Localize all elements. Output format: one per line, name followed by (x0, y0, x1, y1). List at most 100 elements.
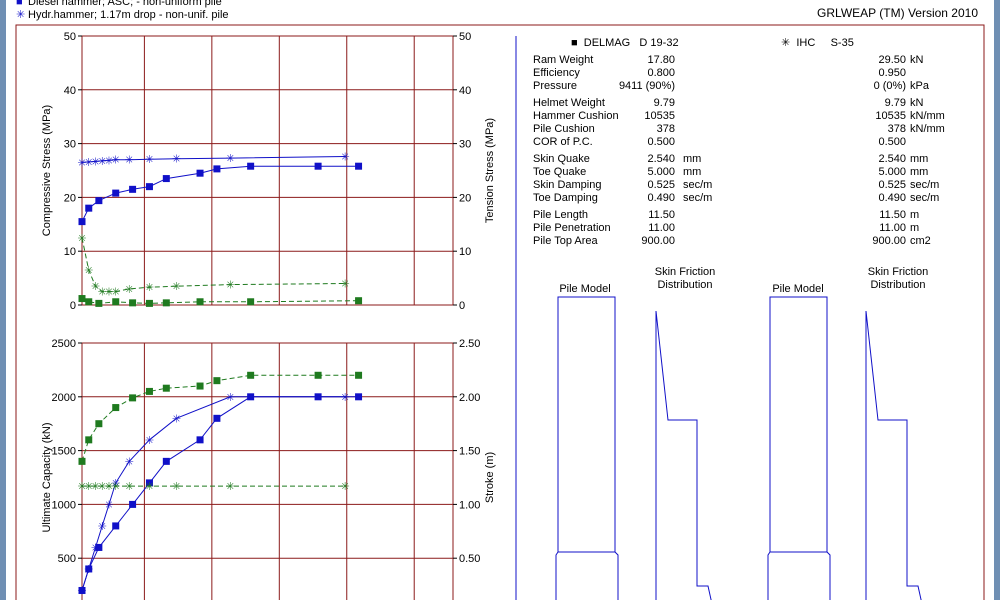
hammer-2-model: IHC (796, 37, 816, 49)
plot-frame (81, 35, 454, 306)
hammer-2-name: S-35 (830, 37, 854, 49)
capacity-series-3-point: ✳ (77, 481, 86, 493)
param-valunit-e-2: 10535 (875, 110, 906, 122)
legend-text-diesel: Diesel hammer; ASC; - non-uniform pile (28, 0, 222, 8)
param-unit-1: mm (683, 166, 702, 178)
param-row: Skin Quake 2.540 mm 2.540 mm (533, 153, 933, 166)
stress-series-3-point: ✳ (172, 281, 181, 293)
capacity-series-1-point: ✳ (125, 456, 134, 468)
y-tick-label: 20 (64, 192, 76, 204)
capacity-series-0-point (162, 457, 170, 465)
plot-frame (81, 342, 454, 600)
param-row: Ram Weight 17.80 29.50 kN (533, 54, 933, 67)
report-frame (15, 24, 985, 600)
param-valunit-e-1: 0.525 (647, 179, 675, 191)
param-unit-1: sec/m (683, 192, 713, 204)
capacity-series-1-line (81, 396, 346, 591)
window-right-border (994, 0, 1000, 600)
param-label: Pile Cushion (533, 123, 595, 135)
capacity-series-2-point (85, 436, 93, 444)
capacity-series-0-point (129, 500, 137, 508)
capacity-series-2-point (145, 387, 153, 395)
y-tick-label: 30 (64, 139, 76, 151)
y-tick-label: 40 (64, 85, 76, 97)
stress-series-2-point (129, 299, 137, 307)
y2-tick-label: 0 (459, 300, 465, 312)
param-valunit-e-1: 900.00 (641, 235, 675, 247)
param-label: Toe Damping (533, 192, 598, 204)
hammer-header-1: ■ DELMAG D 19-32 (571, 36, 679, 50)
stress-series-1-point: ✳ (104, 155, 113, 167)
y-tick-label: 50 (64, 31, 76, 43)
capacity-series-1-point: ✳ (91, 542, 100, 554)
stress-series-2-point (145, 299, 153, 307)
param-unit-2: mm (910, 153, 929, 165)
param-valunit-e-2: 9.79 (884, 97, 906, 109)
y-tick-label: 1000 (52, 499, 76, 511)
param-label: Toe Quake (533, 166, 587, 178)
param-label: Pile Length (533, 209, 589, 221)
stress-series-0-point (95, 197, 103, 205)
stress-series-3-point: ✳ (340, 278, 349, 290)
stress-series-3-point: ✳ (125, 284, 134, 296)
friction-title-2: Skin Friction Distribution (867, 266, 929, 291)
param-unit-2: mm (910, 166, 929, 178)
capacity-series-2-point (112, 404, 120, 412)
param-row: COR of P.C. 0.500 0.500 (533, 136, 933, 149)
pile-model-outline-1 (555, 296, 619, 600)
stress-series-2-point (247, 298, 255, 306)
param-unit-1: mm (683, 153, 702, 165)
stress-series-3-line (81, 237, 346, 293)
y2-axis-label: Tension Stress (MPa) (484, 118, 496, 223)
param-valunit-e-2: 0.500 (878, 136, 906, 148)
param-label: Skin Damping (533, 179, 602, 191)
param-valunit-e-2: 900.00 (872, 235, 906, 247)
capacity-series-2-point (247, 371, 255, 379)
capacity-series-3-point: ✳ (125, 481, 134, 493)
param-valunit-e-2: 11.00 (879, 222, 906, 234)
param-valunit-e-1: 378 (656, 123, 675, 135)
version-label: GRLWEAP (TM) Version 2010 (817, 6, 978, 20)
param-row: Toe Damping 0.490 sec/m 0.490 sec/m (533, 192, 939, 205)
capacity-series-0-point (145, 479, 153, 487)
param-valunit-e-1: 17.80 (647, 54, 675, 66)
param-valunit-e-2: 0.490 (878, 192, 906, 204)
stress-series-1-point: ✳ (111, 155, 120, 167)
stress-chart: 0 10 20 30 40 50 0 10 20 30 40 50 Compressive Stress… (41, 31, 496, 312)
stress-series-1-point: ✳ (84, 157, 93, 169)
stress-series-2-point (162, 299, 170, 307)
y2-tick-label: 10 (459, 246, 471, 258)
asterisk-icon: ✳ (781, 37, 791, 49)
capacity-series-1-point: ✳ (145, 435, 154, 447)
param-valunit-e-1: 9411 (90%) (618, 80, 675, 92)
param-label: Pile Penetration (533, 222, 611, 234)
y-tick-label: 0 (70, 300, 76, 312)
capacity-series-2-point (213, 377, 221, 385)
y2-tick-label: 2.50 (459, 338, 480, 350)
capacity-series-1-point: ✳ (226, 392, 235, 404)
capacity-series-1-point: ✳ (77, 585, 86, 597)
stress-series-2-point (112, 298, 120, 306)
param-unit-2: m (910, 222, 920, 234)
filled-square-icon: ■ (571, 37, 578, 49)
stress-series-0-point (355, 162, 363, 170)
y-axis-label: Ultimate Capacity (kN) (41, 422, 53, 532)
param-valunit-e-2: 0.525 (878, 179, 906, 191)
stress-series-2-point (95, 299, 103, 307)
param-unit-2: m (910, 209, 920, 221)
param-valunit-e-2: 0.950 (878, 67, 906, 79)
friction-title-1: Skin Friction Distribution (654, 266, 716, 291)
capacity-series-3-point: ✳ (84, 481, 93, 493)
stress-series-1-point: ✳ (226, 153, 235, 165)
legend-item-diesel: ■ Diesel hammer; ASC; - non-uniform pile (16, 0, 222, 8)
asterisk-icon: ✳ (16, 9, 26, 21)
y-tick-label: 10 (64, 246, 76, 258)
stress-series-0-point (196, 169, 204, 177)
stress-series-3-point: ✳ (84, 265, 93, 277)
pile-model-title-2: Pile Model (772, 283, 824, 295)
capacity-series-0-point (213, 414, 221, 422)
param-label: Skin Quake (533, 153, 590, 165)
param-valunit-e-1: 10535 (644, 110, 675, 122)
stress-series-0-point (78, 218, 86, 226)
